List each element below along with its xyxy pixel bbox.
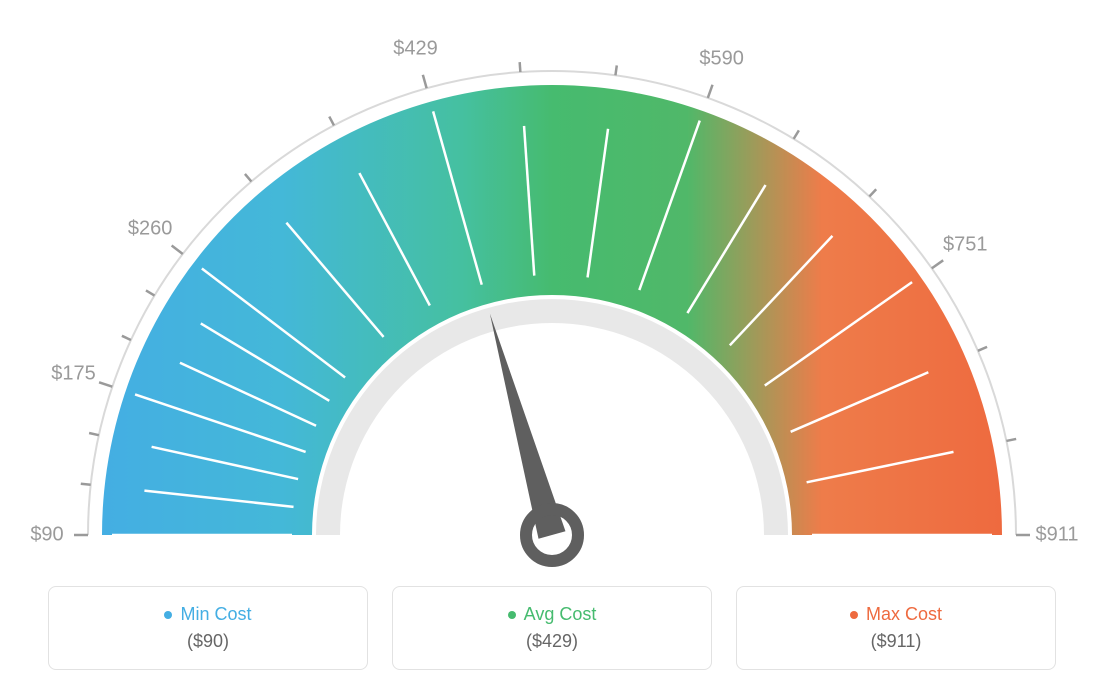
legend-avg-label: Avg Cost [524,604,597,625]
legend-max-value: ($911) [871,631,922,652]
gauge-tick-label: $429 [393,37,438,60]
legend-min-value: ($90) [187,631,229,652]
legend-max-label: Max Cost [866,604,942,625]
legend-max-card: Max Cost ($911) [736,586,1056,670]
legend-max-top: Max Cost [850,604,942,625]
gauge-tick-label: $260 [128,218,173,241]
cost-gauge: $90$175$260$429$590$751$911 [52,25,1052,565]
legend-avg-value: ($429) [526,631,578,652]
legend-max-dot [850,611,858,619]
legend-row: Min Cost ($90) Avg Cost ($429) Max Cost … [48,586,1056,670]
gauge-svg [52,25,1052,585]
legend-avg-dot [508,611,516,619]
legend-avg-card: Avg Cost ($429) [392,586,712,670]
gauge-tick-label: $751 [943,233,988,256]
gauge-tick-label: $590 [699,48,744,71]
legend-avg-top: Avg Cost [508,604,597,625]
legend-min-card: Min Cost ($90) [48,586,368,670]
legend-min-top: Min Cost [164,604,251,625]
legend-min-dot [164,611,172,619]
gauge-tick-label: $911 [1035,524,1078,547]
gauge-tick-label: $175 [51,362,96,385]
legend-min-label: Min Cost [180,604,251,625]
gauge-tick-label: $90 [30,524,63,547]
